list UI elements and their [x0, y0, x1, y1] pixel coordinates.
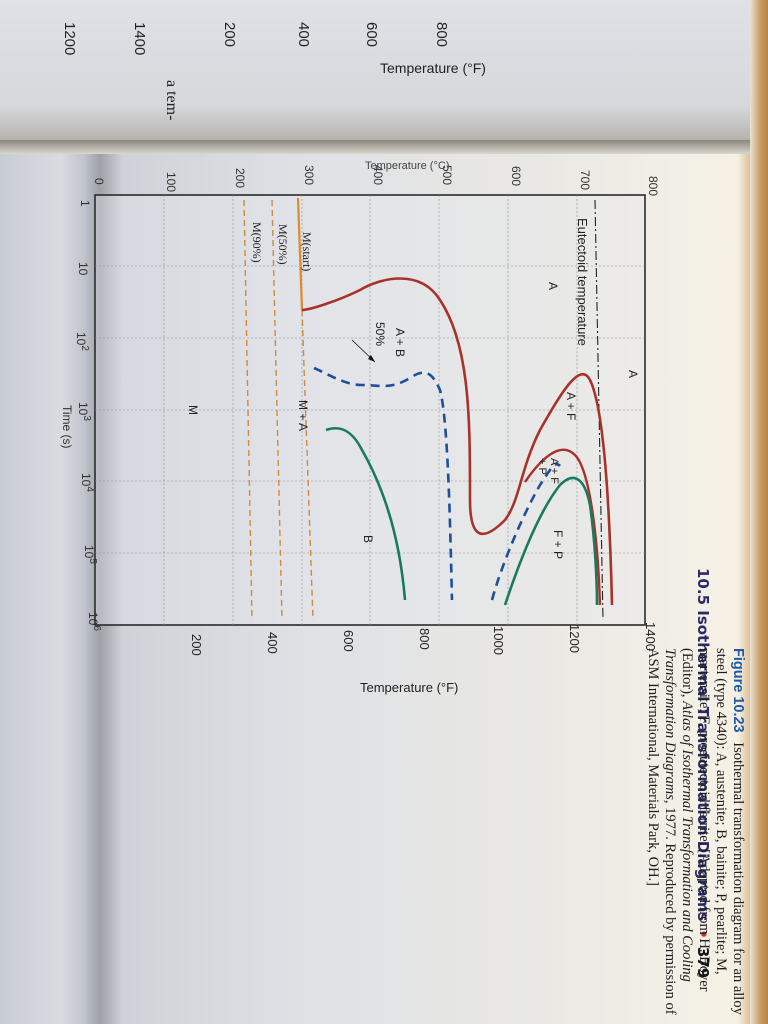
c-tick-300: 300 [302, 165, 316, 186]
region-a-left: A [546, 282, 560, 291]
region-b: B [361, 535, 375, 544]
c-tick-600: 600 [509, 166, 523, 187]
f-tick-400: 400 [265, 632, 280, 654]
mstart-solid-line [296, 197, 304, 311]
temp-f-axis-label: Temperature (°F) [360, 680, 459, 695]
f-tick-1000: 1000 [491, 626, 506, 655]
t-tick-1: 1 [78, 200, 92, 207]
m90-label: M(90%) [250, 222, 264, 263]
c-tick-700: 700 [578, 170, 592, 191]
figure-caption: Figure 10.23 Isothermal transformation d… [644, 648, 746, 1018]
t-tick-10-5: 105 [82, 545, 98, 564]
end-curve [325, 426, 599, 606]
t-tick-10-2: 102 [74, 332, 90, 351]
figure-number: Figure 10.23 [730, 648, 746, 733]
f-tick-600: 600 [341, 630, 356, 652]
f-tick-200: 200 [189, 634, 204, 656]
temp-c-axis-label: Temperature (°C) [365, 160, 450, 172]
f-tick-1400: 1400 [643, 622, 658, 651]
t-tick-10-6: 106 [86, 612, 102, 631]
region-a-f: A + F [564, 392, 578, 421]
f-tick-1200: 1200 [567, 624, 582, 653]
c-tick-800: 800 [646, 176, 660, 197]
region-f-p: F + P [551, 530, 565, 560]
region-a-f-p-1: A + F [548, 458, 560, 484]
region-m: M [186, 405, 200, 415]
t-tick-10: 10 [76, 262, 90, 276]
region-m-a: M + A [296, 400, 310, 432]
c-tick-200: 200 [233, 168, 247, 189]
prev-axis-label: Temperature (°F) [380, 60, 486, 76]
previous-page: 1400 1200 1000 800 600 400 200 Temperatu… [0, 0, 768, 150]
martensite-lines [243, 199, 314, 621]
t-tick-10-4: 104 [79, 473, 95, 492]
fifty-percent-label: 50% [373, 322, 387, 347]
f-tick-800: 800 [417, 628, 432, 650]
region-a-top: A [626, 370, 640, 379]
book-gutter [0, 140, 768, 154]
m50-label: M(50%) [276, 224, 290, 265]
eutectoid-label: Eutectoid temperature [575, 218, 590, 346]
time-axis-label: Time (s) [60, 405, 74, 449]
c-tick-0: 0 [92, 178, 106, 185]
ferrite-curve [524, 448, 602, 606]
plot-frame [94, 194, 646, 626]
page-edge [750, 0, 768, 1024]
fifty-percent-curve [313, 366, 561, 601]
mstart-label: M(start) [300, 232, 314, 272]
t-tick-10-3: 103 [76, 402, 92, 421]
start-curve [301, 277, 614, 606]
region-a-b: A + B [393, 328, 407, 358]
region-a-f-p-2: + P [536, 458, 548, 475]
c-tick-100: 100 [164, 172, 178, 193]
arrow-head-icon [368, 355, 375, 362]
